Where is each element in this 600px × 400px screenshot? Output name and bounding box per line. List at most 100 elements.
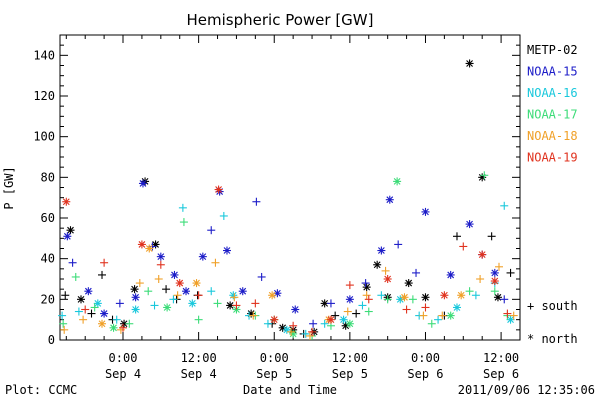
marker-noaa-15-north [377, 246, 386, 255]
marker-noaa-16-south [434, 315, 443, 324]
marker-metp-02-north [404, 279, 413, 288]
marker-noaa-15-south [394, 240, 403, 249]
marker-metp-02-north [421, 293, 430, 302]
y-axis-ticks: 0 20 40 60 80 100 120 140 [33, 34, 520, 347]
y-tick-label: 120 [33, 89, 55, 103]
x-tick-time-label: 0:00 [109, 351, 138, 365]
marker-noaa-18-south [343, 307, 352, 316]
marker-noaa-18-south [230, 293, 239, 302]
marker-noaa-19-north [62, 197, 71, 206]
marker-noaa-17-north [345, 319, 354, 328]
marker-noaa-19-south [503, 309, 512, 318]
marker-noaa-17-north [163, 303, 172, 312]
marker-noaa-18-south [60, 325, 69, 334]
marker-noaa-19-north [326, 315, 335, 324]
marker-noaa-15-north [490, 268, 499, 277]
marker-noaa-19-south [100, 258, 109, 267]
y-tick-label: 0 [48, 333, 55, 347]
x-tick-time-label: 12:00 [181, 351, 217, 365]
marker-noaa-19-south [402, 305, 411, 314]
marker-noaa-18-south [362, 291, 371, 300]
legend-entry: METP-02 [527, 43, 578, 57]
marker-noaa-15-north [131, 293, 140, 302]
marker-noaa-15-north [465, 220, 474, 229]
marker-noaa-18-south [79, 315, 88, 324]
legend-north: * north [527, 332, 578, 346]
marker-noaa-19-north [440, 291, 449, 300]
marker-metp-02-south [331, 311, 340, 320]
marker-noaa-15-north [100, 309, 109, 318]
x-tick-time-label: 0:00 [411, 351, 440, 365]
marker-noaa-19-south [81, 305, 90, 314]
x-tick-date-label: Sep 6 [483, 367, 519, 381]
marker-noaa-16-south [169, 295, 178, 304]
marker-noaa-19-south [156, 260, 165, 269]
marker-metp-02-south [452, 232, 461, 241]
data-markers [58, 59, 518, 340]
marker-noaa-18-south [509, 311, 518, 320]
marker-noaa-17-south [480, 171, 489, 180]
y-tick-label: 20 [41, 292, 55, 306]
y-tick-label: 140 [33, 48, 55, 62]
marker-noaa-18-north [268, 291, 277, 300]
marker-noaa-16-north [188, 299, 197, 308]
marker-noaa-16-south [377, 291, 386, 300]
marker-noaa-15-north [84, 287, 93, 296]
x-tick-date-label: Sep 5 [332, 367, 368, 381]
marker-noaa-15-south [207, 226, 216, 235]
marker-noaa-18-south [211, 258, 220, 267]
marker-noaa-16-south [112, 315, 121, 324]
marker-noaa-19-south [345, 281, 354, 290]
marker-metp-02-south [162, 285, 171, 294]
marker-metp-02-north [465, 59, 474, 68]
legend-entry: NOAA-16 [527, 86, 578, 100]
marker-noaa-17-south [213, 299, 222, 308]
marker-metp-02-south [87, 309, 96, 318]
marker-noaa-15-north [63, 232, 72, 241]
marker-noaa-15-north [222, 246, 231, 255]
marker-noaa-15-south [257, 272, 266, 281]
marker-noaa-17-south [59, 319, 68, 328]
marker-noaa-19-north [137, 240, 146, 249]
marker-noaa-15-south [252, 197, 261, 206]
marker-noaa-15-north [170, 270, 179, 279]
x-axis-ticks: 0:00 Sep 4 12:00 Sep 4 0:00 Sep 5 12:00 Sep 5 0:… [65, 35, 521, 381]
marker-noaa-17-south [408, 295, 417, 304]
marker-noaa-17-south [125, 319, 134, 328]
legend: METP-02 NOAA-15 NOAA-16 NOAA-17 NOAA-18 NOAA-… [527, 43, 578, 165]
marker-noaa-19-south [459, 242, 468, 251]
marker-noaa-16-north [506, 315, 515, 324]
marker-noaa-17-north [393, 177, 402, 186]
marker-noaa-18-south [249, 311, 258, 320]
marker-metp-02-north [247, 309, 256, 318]
marker-noaa-17-south [90, 303, 99, 312]
marker-noaa-18-north [98, 319, 107, 328]
marker-noaa-16-south [207, 287, 216, 296]
marker-noaa-16-north [229, 291, 238, 300]
marker-noaa-16-north [93, 299, 102, 308]
marker-noaa-18-south [419, 311, 428, 320]
marker-metp-02-south [352, 309, 361, 318]
marker-noaa-18-south [287, 327, 296, 336]
marker-noaa-16-south [58, 311, 67, 320]
marker-noaa-17-south [427, 319, 436, 328]
marker-noaa-16-south [219, 211, 228, 220]
plot-credit: Plot: CCMC [5, 383, 77, 397]
marker-noaa-16-south [320, 319, 329, 328]
marker-noaa-19-north [383, 275, 392, 283]
marker-noaa-18-north [145, 244, 154, 253]
marker-noaa-15-north [238, 287, 247, 296]
legend-entry: NOAA-19 [527, 151, 578, 165]
marker-noaa-17-south [490, 287, 499, 296]
marker-metp-02-south [61, 291, 70, 300]
marker-noaa-17-north [232, 305, 241, 314]
marker-metp-02-north [77, 295, 86, 304]
marker-noaa-19-south [364, 295, 373, 304]
marker-noaa-17-south [465, 287, 474, 296]
marker-noaa-15-north [446, 270, 455, 279]
marker-noaa-15-north [291, 305, 300, 314]
marker-noaa-16-south [263, 319, 272, 328]
y-axis-label: P [GW] [2, 166, 16, 209]
marker-noaa-16-south [301, 329, 310, 338]
